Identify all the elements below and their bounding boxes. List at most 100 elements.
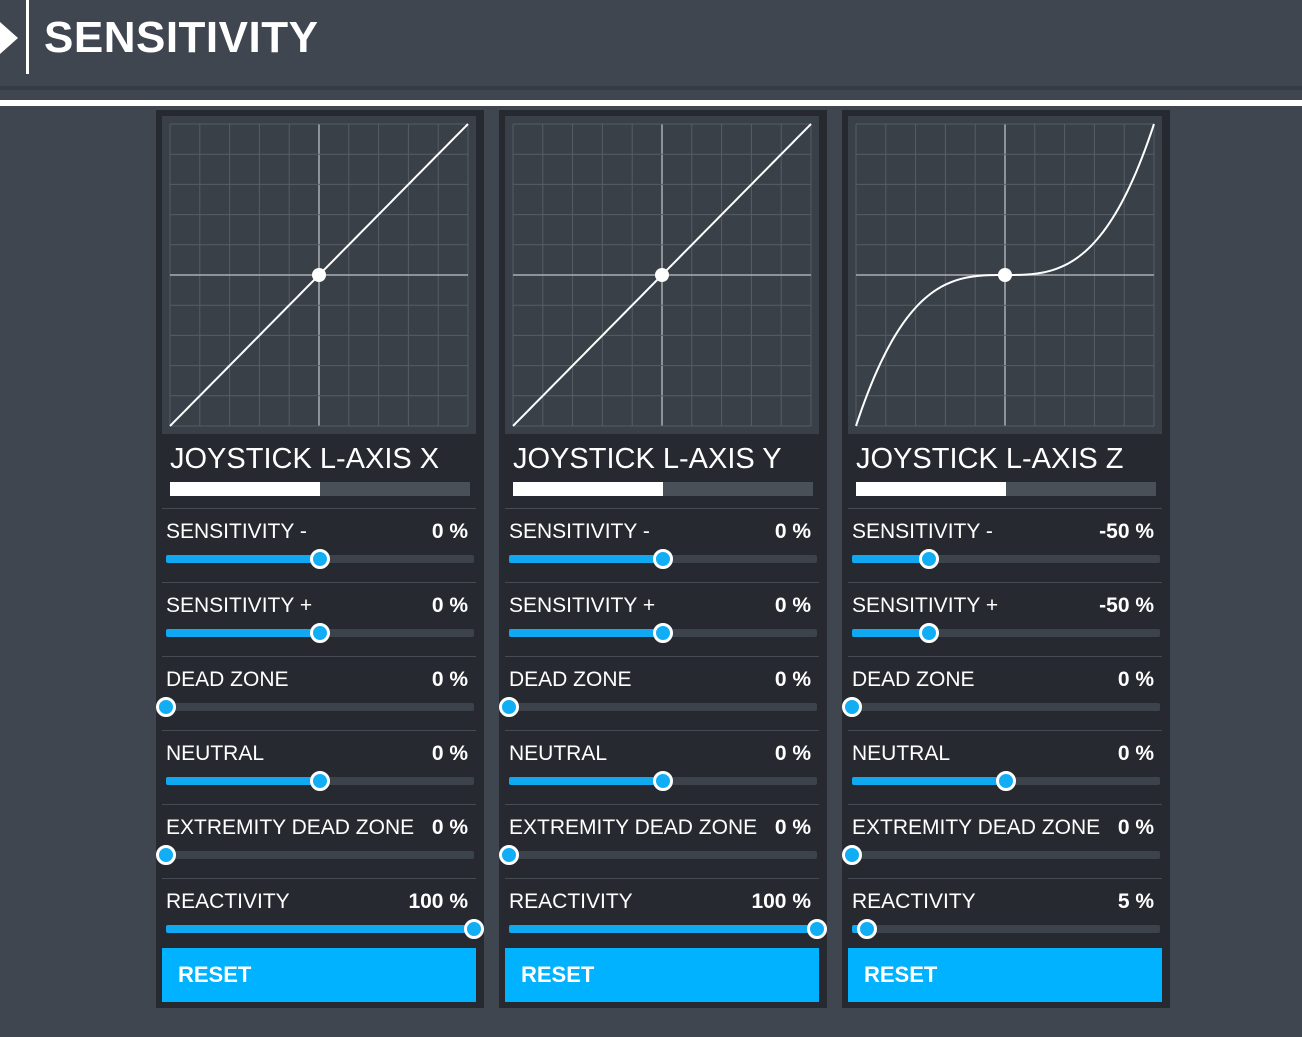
- setting-label: SENSITIVITY +: [509, 594, 656, 617]
- setting-value: 0 %: [1117, 668, 1154, 691]
- setting-row: REACTIVITY 100 %: [162, 878, 484, 953]
- setting-row: NEUTRAL 0 %: [162, 730, 476, 805]
- setting-label: DEAD ZONE: [852, 668, 975, 691]
- setting-label: REACTIVITY: [166, 890, 290, 913]
- slider-thumb[interactable]: [653, 771, 673, 791]
- slider-thumb[interactable]: [499, 845, 519, 865]
- setting-slider[interactable]: [852, 549, 1160, 569]
- setting-slider[interactable]: [842, 697, 1160, 717]
- setting-label: EXTREMITY DEAD ZONE: [509, 816, 758, 839]
- setting-slider[interactable]: [509, 623, 817, 643]
- page-title: SENSITIVITY: [44, 13, 319, 62]
- setting-slider[interactable]: [499, 845, 817, 865]
- setting-row: EXTREMITY DEAD ZONE 0 %: [499, 804, 819, 879]
- setting-row: NEUTRAL 0 %: [505, 730, 819, 805]
- axis-input-meter: [856, 482, 1156, 496]
- setting-slider[interactable]: [842, 845, 1160, 865]
- setting-value: 0 %: [431, 742, 468, 765]
- slider-thumb[interactable]: [499, 697, 519, 717]
- slider-thumb[interactable]: [919, 549, 939, 569]
- setting-slider[interactable]: [166, 549, 474, 569]
- response-curve-graph: [848, 116, 1162, 434]
- setting-row: SENSITIVITY + 0 %: [162, 582, 476, 657]
- slider-thumb[interactable]: [310, 771, 330, 791]
- slider-fill: [166, 555, 320, 563]
- setting-slider[interactable]: [509, 549, 817, 569]
- axis-input-meter-fill: [513, 482, 663, 496]
- setting-slider[interactable]: [852, 919, 1160, 939]
- setting-label: DEAD ZONE: [509, 668, 632, 691]
- slider-thumb[interactable]: [807, 919, 827, 939]
- header-divider: [26, 0, 29, 74]
- setting-slider[interactable]: [509, 771, 817, 791]
- setting-slider[interactable]: [509, 919, 827, 939]
- setting-row: REACTIVITY 100 %: [505, 878, 827, 953]
- setting-label: SENSITIVITY -: [166, 520, 307, 543]
- setting-value: 0 %: [1117, 742, 1154, 765]
- setting-label: SENSITIVITY -: [852, 520, 993, 543]
- slider-thumb[interactable]: [156, 697, 176, 717]
- setting-value: 100 %: [408, 890, 468, 913]
- setting-value: 0 %: [431, 520, 468, 543]
- slider-thumb[interactable]: [156, 845, 176, 865]
- setting-row: DEAD ZONE 0 %: [499, 656, 819, 731]
- slider-thumb[interactable]: [310, 549, 330, 569]
- setting-value: 0 %: [774, 816, 811, 839]
- slider-thumb[interactable]: [996, 771, 1016, 791]
- setting-value: -50 %: [1099, 520, 1154, 543]
- setting-label: SENSITIVITY -: [509, 520, 650, 543]
- setting-slider[interactable]: [852, 771, 1160, 791]
- setting-slider[interactable]: [166, 771, 474, 791]
- slider-fill: [509, 777, 663, 785]
- setting-slider[interactable]: [166, 623, 474, 643]
- setting-slider[interactable]: [156, 697, 474, 717]
- axis-panel: JOYSTICK L-AXIS Y SENSITIVITY -0 % SENSITI…: [499, 110, 827, 1008]
- slider-fill: [166, 925, 474, 933]
- curve-plot: [169, 123, 469, 427]
- setting-value: 0 %: [774, 742, 811, 765]
- axis-input-meter-fill: [170, 482, 320, 496]
- reset-button[interactable]: RESET: [848, 948, 1162, 1002]
- slider-thumb[interactable]: [653, 623, 673, 643]
- setting-value: 0 %: [774, 520, 811, 543]
- slider-thumb[interactable]: [653, 549, 673, 569]
- curve-center-point: [998, 268, 1012, 282]
- setting-slider[interactable]: [499, 697, 817, 717]
- axis-panel: JOYSTICK L-AXIS Z SENSITIVITY - -50 % SENSI…: [842, 110, 1170, 1008]
- setting-row: SENSITIVITY - 0 %: [505, 508, 819, 583]
- axis-panel: JOYSTICK L-AXIS X SENSITIVITY -0 % SENSITI…: [156, 110, 484, 1008]
- axis-name: JOYSTICK L-AXIS Y: [513, 443, 782, 475]
- setting-value: 5 %: [1117, 890, 1154, 913]
- header-shadow: [0, 86, 1302, 90]
- slider-thumb[interactable]: [842, 845, 862, 865]
- reset-button[interactable]: RESET: [162, 948, 476, 1002]
- setting-row: DEAD ZONE 0 %: [156, 656, 476, 731]
- setting-label: SENSITIVITY +: [166, 594, 313, 617]
- slider-thumb[interactable]: [842, 697, 862, 717]
- slider-thumb[interactable]: [857, 919, 878, 939]
- setting-row: SENSITIVITY - 0 %: [162, 508, 476, 583]
- setting-slider[interactable]: [156, 845, 474, 865]
- curve-center-point: [655, 268, 669, 282]
- curve-plot: [855, 123, 1155, 427]
- setting-row: DEAD ZONE 0 %: [842, 656, 1162, 731]
- response-curve-graph: [162, 116, 476, 434]
- slider-thumb[interactable]: [919, 623, 939, 643]
- reset-button[interactable]: RESET: [505, 948, 819, 1002]
- slider-fill: [166, 777, 320, 785]
- setting-label: DEAD ZONE: [166, 668, 289, 691]
- slider-fill: [509, 555, 663, 563]
- setting-row: NEUTRAL 0 %: [848, 730, 1162, 805]
- setting-slider[interactable]: [852, 623, 1160, 643]
- setting-row: SENSITIVITY + 0 %: [505, 582, 819, 657]
- curve-center-point: [312, 268, 326, 282]
- axis-input-meter: [170, 482, 470, 496]
- slider-thumb[interactable]: [310, 623, 330, 643]
- setting-label: REACTIVITY: [509, 890, 633, 913]
- setting-label: EXTREMITY DEAD ZONE: [852, 816, 1101, 839]
- setting-label: EXTREMITY DEAD ZONE: [166, 816, 415, 839]
- back-arrow-icon[interactable]: [0, 22, 18, 54]
- setting-slider[interactable]: [166, 919, 484, 939]
- slider-thumb[interactable]: [464, 919, 484, 939]
- setting-value: 100 %: [751, 890, 811, 913]
